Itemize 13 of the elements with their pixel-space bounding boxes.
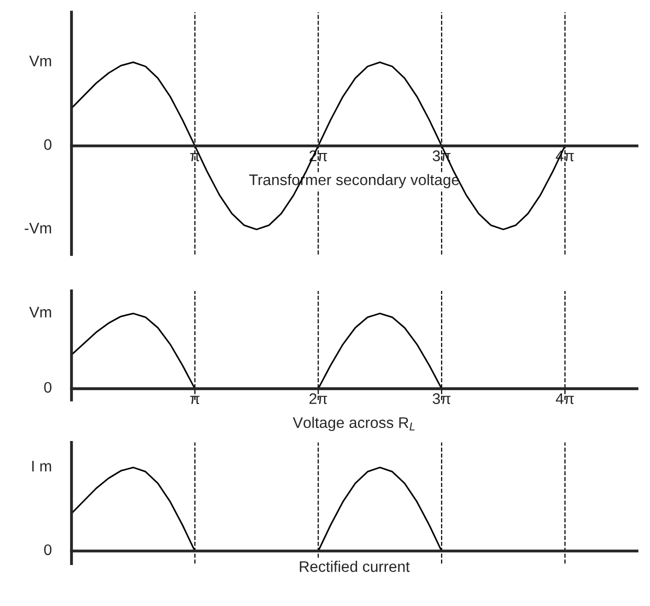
text: 0 [44,544,52,556]
text: -Vm [24,222,52,234]
text: Vm [29,56,52,66]
text: Vm [29,306,52,318]
x-axis-title: Voltage across R$_{L}$ [292,416,415,432]
x-axis-title: Rectified current [300,560,410,572]
text: 0 [44,139,52,150]
x-tick-label: 2π [309,393,328,404]
text: 0 [44,382,52,393]
x-tick-label: 3π [432,393,450,404]
x-tick-label: 4π [556,393,574,404]
x-tick-label: π [190,396,200,404]
text: I m [32,460,52,472]
